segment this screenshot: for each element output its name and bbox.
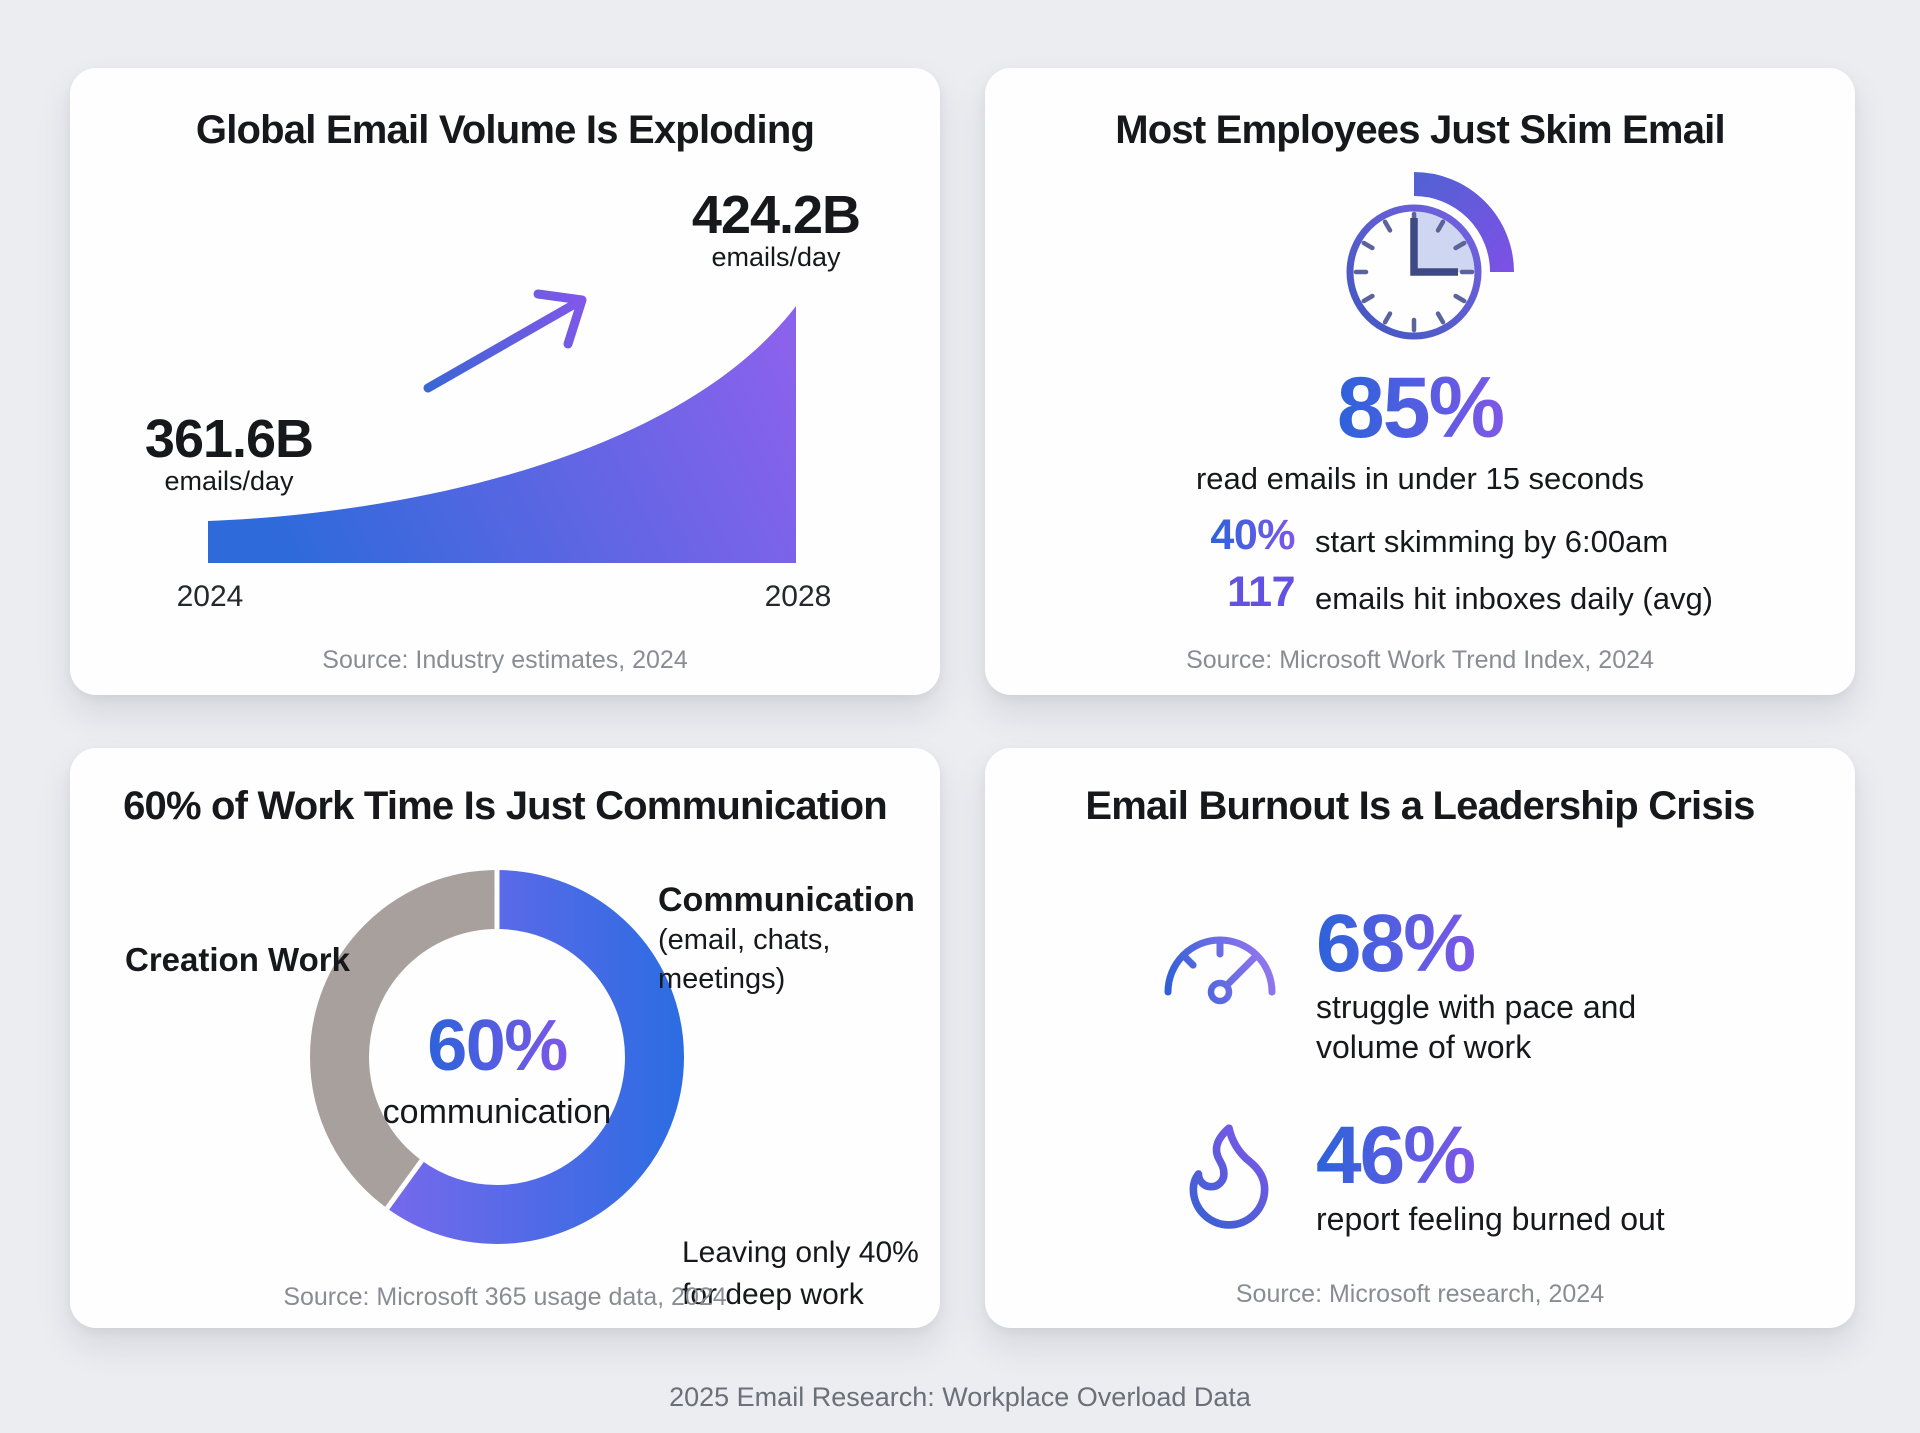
start-stat-unit: emails/day xyxy=(164,466,294,496)
page-footer: 2025 Email Research: Workplace Overload … xyxy=(669,1382,1251,1412)
card-email-volume-title: Global Email Volume Is Exploding xyxy=(195,108,815,152)
hero-stat-caption: read emails in under 15 seconds xyxy=(1195,461,1645,496)
donut-note-line1: Leaving only 40% xyxy=(682,1236,919,1269)
burnout-stat-value: 46% xyxy=(1316,1110,1476,1201)
card-communication-title: 60% of Work Time Is Just Communication xyxy=(123,784,888,828)
card-skim: Most Employees Just Skim Email xyxy=(985,68,1855,695)
card-burnout: Email Burnout Is a Leadership Crisis 68%… xyxy=(985,748,1855,1328)
donut-label-communication: Communication (email, chats, meetings) xyxy=(658,880,940,999)
clock-icon xyxy=(1346,172,1514,340)
card-burnout-title: Email Burnout Is a Leadership Crisis xyxy=(1085,784,1755,828)
donut-separator xyxy=(385,1159,424,1210)
gauge-icon xyxy=(1164,936,1276,1005)
burnout-stat-caption: struggle with pace and volume of work xyxy=(1316,989,1637,1065)
x-tick-end: 2028 xyxy=(764,580,832,613)
stat-row: 40% start skimming by 6:00am xyxy=(985,514,1855,564)
stat-row: 117 emails hit inboxes daily (avg) xyxy=(985,571,1855,621)
donut-label-creation-work: Creation Work xyxy=(125,941,350,978)
hero-stat-value: 85% xyxy=(1336,360,1505,456)
area-chart xyxy=(208,306,796,563)
burnout-stat-caption: report feeling burned out xyxy=(1316,1201,1665,1237)
donut-label-communication-main: Communication xyxy=(658,881,915,919)
stat-row-value: 117 xyxy=(1227,568,1295,616)
flame-icon xyxy=(1189,1124,1269,1229)
card-email-volume-source: Source: Industry estimates, 2024 xyxy=(322,646,688,674)
card-communication-source: Source: Microsoft 365 usage data, 2024 xyxy=(283,1283,727,1311)
burnout-stat-value: 68% xyxy=(1316,898,1476,989)
area-series xyxy=(208,306,796,563)
stat-row-label: start skimming by 6:00am xyxy=(1315,524,1669,559)
card-skim-source: Source: Microsoft Work Trend Index, 2024 xyxy=(1186,646,1654,674)
donut-note: Leaving only 40% for deep work xyxy=(682,1232,919,1316)
donut-note-line2: for deep work xyxy=(682,1278,864,1311)
hero-stat: 85% xyxy=(985,365,1855,451)
start-stat: 361.6B emails/day xyxy=(79,412,379,497)
donut-center-value: 60% xyxy=(427,1006,568,1086)
end-stat-unit: emails/day xyxy=(711,242,841,272)
donut-center-caption: communication xyxy=(382,1093,612,1131)
card-email-volume: Global Email Volume Is Exploding 424.2B … xyxy=(70,68,940,695)
donut-center-stat: 60% xyxy=(337,1010,657,1082)
end-stat: 424.2B emails/day xyxy=(626,188,926,273)
card-burnout-source: Source: Microsoft research, 2024 xyxy=(1235,1280,1605,1308)
burnout-stat: 46% xyxy=(1316,1110,1476,1201)
x-tick-start: 2024 xyxy=(176,580,244,613)
burnout-stat: 68% xyxy=(1316,898,1476,989)
donut-chart xyxy=(310,870,684,1244)
card-communication: 60% of Work Time Is Just Communication 6… xyxy=(70,748,940,1328)
stat-row-value: 40% xyxy=(1210,511,1295,559)
donut-label-communication-sub: (email, chats, meetings) xyxy=(658,923,831,995)
stat-row-label: emails hit inboxes daily (avg) xyxy=(1315,581,1714,616)
card-skim-title: Most Employees Just Skim Email xyxy=(1115,108,1725,152)
growth-arrow-icon xyxy=(423,289,587,393)
end-stat-value: 424.2B xyxy=(691,185,861,245)
start-stat-value: 361.6B xyxy=(144,409,314,469)
